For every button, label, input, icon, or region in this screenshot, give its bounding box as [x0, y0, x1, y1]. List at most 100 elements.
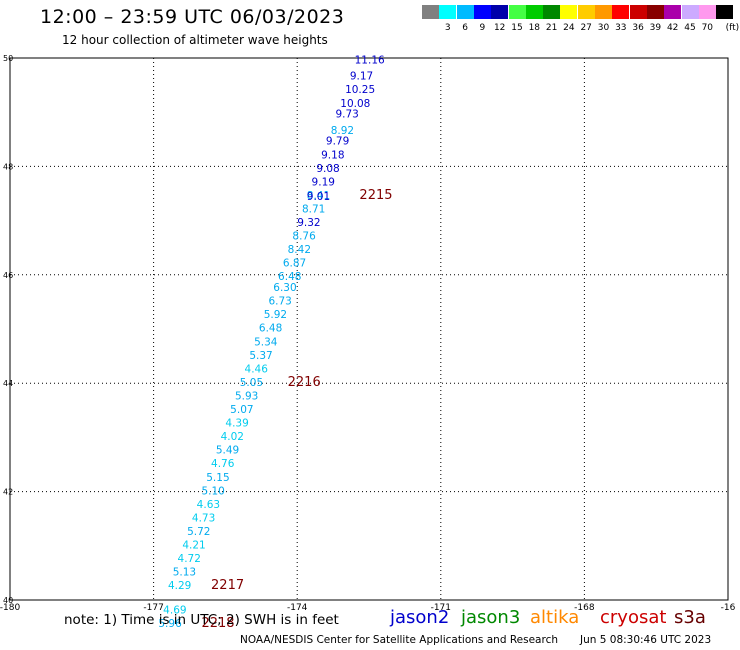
- legend-swatch: [543, 5, 561, 19]
- wave-height-label: 5.10: [201, 485, 224, 497]
- legend-label: 18: [528, 23, 541, 33]
- legend-swatch: [595, 5, 612, 19]
- wave-height-label: 11.16: [355, 54, 385, 66]
- legend-swatch: [612, 5, 630, 19]
- legend-label: 30: [597, 23, 610, 33]
- pass-time-label: 2216: [288, 375, 321, 390]
- legend-jason3: jason3: [461, 607, 521, 628]
- legend-swatch: [422, 5, 439, 19]
- footer-note: note: 1) Time is in UTC; 2) SWH is in fe…: [64, 612, 339, 628]
- wave-height-label: 6.30: [273, 282, 296, 294]
- legend-label: 39: [649, 23, 662, 33]
- wave-height-label: 9.08: [316, 163, 339, 175]
- wave-height-label: 5.13: [173, 567, 196, 579]
- wave-height-label: 6.48: [259, 323, 282, 335]
- legend-label: 24: [563, 23, 575, 33]
- x-tick-label: -180: [0, 603, 20, 613]
- legend-label: 15: [511, 23, 523, 33]
- legend-swatch: [508, 5, 526, 19]
- y-tick-label: 50: [3, 54, 13, 63]
- y-tick-label: 48: [3, 162, 13, 171]
- legend-label: 27: [580, 23, 592, 33]
- legend-label: 6: [462, 23, 468, 33]
- wave-height-label: 4.02: [221, 431, 244, 443]
- legend-altika: altika: [530, 607, 580, 628]
- legend-swatch: [525, 5, 543, 19]
- wave-height-label: 6.73: [268, 296, 291, 308]
- wave-height-label: 8.76: [292, 231, 316, 243]
- legend-jason2: jason2: [390, 607, 450, 628]
- y-tick-label: 42: [3, 488, 13, 497]
- legend-label: 45: [684, 23, 696, 33]
- wave-height-label: 8.71: [302, 203, 325, 215]
- wave-height-label: 8.92: [331, 125, 354, 137]
- wave-height-label: 4.72: [178, 553, 201, 565]
- wave-height-label: 4.63: [197, 499, 220, 511]
- wave-height-label: 4.39: [225, 418, 248, 430]
- x-tick-label: -177: [143, 603, 163, 613]
- pass-time-label: 2215: [359, 188, 392, 203]
- wave-height-label: 5.05: [240, 377, 263, 389]
- wave-height-label: 5.34: [254, 336, 278, 348]
- pass-time-label: 2218: [201, 616, 234, 631]
- legend-swatch: [681, 5, 699, 19]
- wave-height-label: 5.72: [187, 526, 210, 538]
- wave-height-label: 5.07: [230, 404, 253, 416]
- wave-height-label: 9.18: [321, 149, 344, 161]
- wave-height-label: 5.93: [235, 390, 258, 402]
- legend-swatch: [456, 5, 474, 19]
- footer-timestamp: Jun 5 08:30:46 UTC 2023: [580, 634, 712, 646]
- wave-height-label: 8.41: [307, 190, 330, 202]
- wave-height-label: 9.19: [312, 176, 335, 188]
- wave-height-label: 9.79: [326, 136, 349, 148]
- footer-credit: NOAA/NESDIS Center for Satellite Applica…: [240, 634, 558, 646]
- wave-height-label: 4.29: [168, 580, 191, 592]
- legend-s3a: s3a: [674, 607, 706, 628]
- y-tick-label: 44: [3, 379, 13, 388]
- legend-label: 21: [545, 23, 558, 33]
- legend-swatch: [473, 5, 491, 19]
- pass-time-label: 2217: [211, 578, 244, 593]
- wave-height-label: 6.87: [283, 258, 306, 270]
- plot-frame: [9, 57, 729, 601]
- legend-unit: (ft): [725, 23, 740, 33]
- x-tick-label: -174: [287, 603, 308, 613]
- wave-height-label: 4.76: [211, 458, 235, 470]
- legend-swatch: [439, 5, 457, 19]
- legend-label: 9: [479, 23, 486, 33]
- wave-height-label: 9.01: [307, 191, 330, 203]
- x-tick-label: -171: [431, 603, 451, 613]
- wave-height-label: 8.42: [288, 244, 311, 256]
- wave-height-label: 10.25: [345, 84, 375, 96]
- wave-height-label: 5.37: [249, 350, 272, 362]
- wave-height-label: 4.46: [245, 363, 269, 375]
- wave-height-label: 4.69: [163, 605, 186, 617]
- legend-swatch: [716, 5, 734, 19]
- wave-height-label: 10.08: [340, 98, 370, 110]
- wave-height-label: 4.73: [192, 512, 215, 524]
- wave-height-label: 4.21: [182, 540, 205, 552]
- x-tick-label: -168: [574, 603, 595, 613]
- legend-label: 36: [632, 23, 644, 33]
- legend-swatch: [629, 5, 647, 19]
- legend-label: 3: [444, 23, 451, 33]
- wave-height-label: 5.49: [216, 445, 239, 457]
- wave-height-label: 6.48: [278, 271, 301, 283]
- chart-subtitle: 12 hour collection of altimeter wave hei…: [62, 33, 328, 47]
- legend-label: 12: [493, 23, 506, 33]
- legend-swatch: [646, 5, 664, 19]
- legend-swatch: [698, 5, 716, 19]
- legend-label: 70: [701, 23, 714, 33]
- chart-title: 12:00 – 23:59 UTC 06/03/2023: [40, 6, 345, 28]
- wave-height-label: 5.96: [158, 618, 182, 630]
- wave-height-label: 9.73: [335, 109, 358, 121]
- legend-swatch: [560, 5, 578, 19]
- legend-label: 33: [615, 23, 627, 33]
- wave-height-label: 5.92: [264, 309, 287, 321]
- legend-swatch: [664, 5, 682, 19]
- x-tick-label: -16: [721, 603, 736, 613]
- wave-height-label: 9.32: [297, 217, 320, 229]
- legend-label: 42: [666, 23, 679, 33]
- legend-swatch: [491, 5, 509, 19]
